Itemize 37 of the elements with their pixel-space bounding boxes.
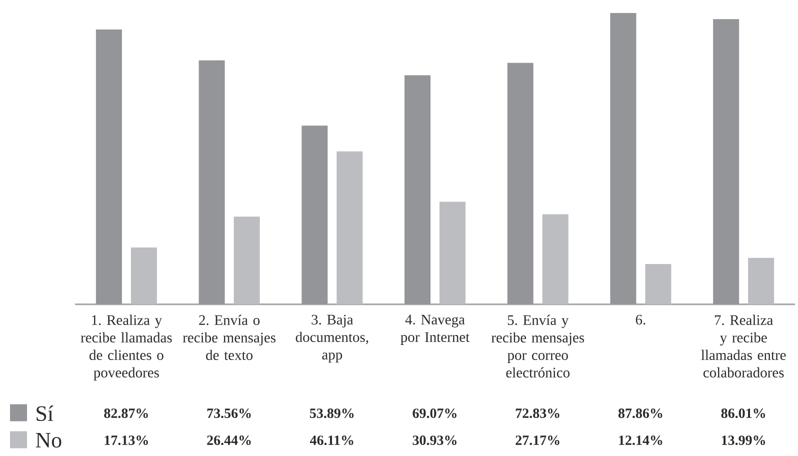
- x-tick-label: 1. Realiza y recibe llamadas de clientes o poveedores: [80, 314, 172, 380]
- data-label: 17.13%: [104, 436, 148, 446]
- bar: [130, 247, 157, 304]
- bar: [198, 60, 225, 304]
- bar: [748, 258, 774, 304]
- data-label: 46.11%: [310, 436, 354, 446]
- data-label: 73.56%: [207, 408, 251, 418]
- data-label: 69.07%: [412, 408, 456, 418]
- bar: [507, 62, 534, 304]
- bar: [234, 216, 260, 304]
- bar: [96, 30, 122, 304]
- bar: [542, 214, 568, 304]
- bar: [404, 75, 431, 304]
- data-label: 27.17%: [516, 436, 560, 446]
- data-label: 12.14%: [619, 436, 662, 446]
- x-tick-label: 6.: [636, 314, 646, 325]
- bar: [645, 264, 672, 304]
- bar: [713, 19, 740, 304]
- data-label: 30.93%: [412, 436, 456, 446]
- bar: [610, 12, 636, 304]
- data-label: 53.89%: [310, 408, 354, 418]
- x-tick-label: 4. Navega por Internet: [400, 314, 470, 345]
- x-tick-label: 5. Envía y recibe mensajes por correo electrónico: [491, 314, 584, 378]
- bar: [302, 126, 328, 304]
- x-tick-label: 2. Envía o recibe mensajes de texto: [182, 314, 276, 360]
- legend-label: Sí: [36, 406, 54, 422]
- data-label: 26.44%: [207, 436, 251, 446]
- bar: [336, 151, 363, 304]
- data-label: 87.86%: [618, 408, 662, 418]
- data-label: 82.87%: [104, 408, 148, 418]
- data-label: 86.01%: [721, 408, 766, 418]
- bar: [440, 202, 466, 304]
- x-tick-label: 3. Baja documentos, app: [296, 314, 368, 362]
- x-tick-label: 7. Realiza y recibe llamadas entre colaboradores: [701, 314, 786, 378]
- legend-label: No: [36, 432, 62, 448]
- data-label: 72.83%: [516, 408, 560, 418]
- data-label: 13.99%: [722, 436, 766, 446]
